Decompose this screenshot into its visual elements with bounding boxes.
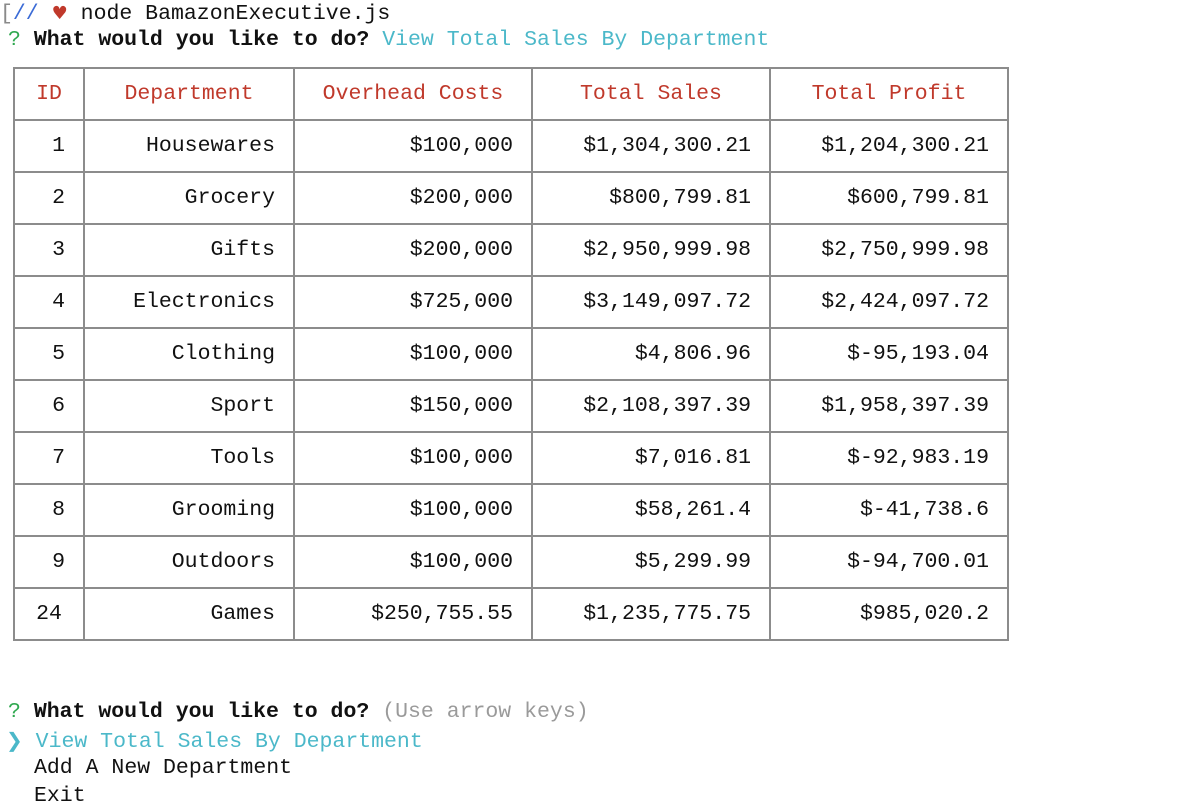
first-question: ? What would you like to do? View Total …	[8, 26, 769, 54]
cell-department: Tools	[83, 431, 295, 485]
menu-option-label: Exit	[34, 784, 86, 808]
cell-id: 5	[13, 327, 85, 381]
cell-total-sales: $3,149,097.72	[531, 275, 771, 329]
header-department: Department	[83, 67, 295, 121]
cell-total-profit: $600,799.81	[769, 171, 1009, 225]
header-total-sales: Total Sales	[531, 67, 771, 121]
header-total-profit: Total Profit	[769, 67, 1009, 121]
cell-overhead: $100,000	[293, 535, 533, 589]
question-mark: ?	[8, 28, 21, 52]
cell-department: Grocery	[83, 171, 295, 225]
menu-option-exit[interactable]: Exit	[34, 782, 86, 810]
sales-table: ID Department Overhead Costs Total Sales…	[13, 67, 1009, 641]
command-line: [// ♥ node BamazonExecutive.js	[0, 0, 390, 28]
cell-total-sales: $1,235,775.75	[531, 587, 771, 641]
cell-total-profit: $-95,193.04	[769, 327, 1009, 381]
table-row: 5 Clothing $100,000 $4,806.96 $-95,193.0…	[13, 327, 1009, 381]
cell-id: 8	[13, 483, 85, 537]
cell-department: Sport	[83, 379, 295, 433]
prompt-comment: //	[12, 2, 39, 26]
cell-total-profit: $-41,738.6	[769, 483, 1009, 537]
cell-overhead: $250,755.55	[293, 587, 533, 641]
menu-option-label: View Total Sales By Department	[35, 730, 423, 754]
cell-total-sales: $1,304,300.21	[531, 119, 771, 173]
question-text: What would you like to do?	[33, 28, 370, 52]
question-text: What would you like to do?	[33, 700, 370, 724]
hint-text: (Use arrow keys)	[382, 700, 589, 724]
cell-id: 24	[13, 587, 85, 641]
prompt-bracket: [	[0, 2, 13, 26]
command-text: node BamazonExecutive.js	[80, 2, 391, 26]
cell-department: Housewares	[83, 119, 295, 173]
cell-overhead: $100,000	[293, 483, 533, 537]
cell-department: Clothing	[83, 327, 295, 381]
cell-total-profit: $-92,983.19	[769, 431, 1009, 485]
cell-total-sales: $7,016.81	[531, 431, 771, 485]
table-row: 3 Gifts $200,000 $2,950,999.98 $2,750,99…	[13, 223, 1009, 277]
table-row: 2 Grocery $200,000 $800,799.81 $600,799.…	[13, 171, 1009, 225]
cell-total-sales: $4,806.96	[531, 327, 771, 381]
header-overhead: Overhead Costs	[293, 67, 533, 121]
menu-option-label: Add A New Department	[34, 756, 293, 780]
menu-option-add-department[interactable]: Add A New Department	[34, 754, 292, 782]
cell-total-sales: $800,799.81	[531, 171, 771, 225]
menu-option-view-sales[interactable]: ❯ View Total Sales By Department	[6, 726, 423, 754]
cell-overhead: $100,000	[293, 119, 533, 173]
cell-id: 3	[13, 223, 85, 277]
table-row: 7 Tools $100,000 $7,016.81 $-92,983.19	[13, 431, 1009, 485]
cell-overhead: $200,000	[293, 171, 533, 225]
table-row: 24 Games $250,755.55 $1,235,775.75 $985,…	[13, 587, 1009, 641]
cell-total-profit: $2,424,097.72	[769, 275, 1009, 329]
cell-total-sales: $58,261.4	[531, 483, 771, 537]
second-question: ? What would you like to do? (Use arrow …	[8, 698, 589, 726]
table-row: 8 Grooming $100,000 $58,261.4 $-41,738.6	[13, 483, 1009, 537]
cell-total-profit: $-94,700.01	[769, 535, 1009, 589]
cell-department: Gifts	[83, 223, 295, 277]
table-row: 9 Outdoors $100,000 $5,299.99 $-94,700.0…	[13, 535, 1009, 589]
cell-total-profit: $2,750,999.98	[769, 223, 1009, 277]
heart-icon: ♥	[51, 3, 68, 24]
cell-id: 2	[13, 171, 85, 225]
table-row: 6 Sport $150,000 $2,108,397.39 $1,958,39…	[13, 379, 1009, 433]
header-id: ID	[13, 67, 85, 121]
cell-total-sales: $5,299.99	[531, 535, 771, 589]
cell-id: 9	[13, 535, 85, 589]
cell-overhead: $200,000	[293, 223, 533, 277]
cell-id: 1	[13, 119, 85, 173]
cell-total-profit: $985,020.2	[769, 587, 1009, 641]
chosen-answer: View Total Sales By Department	[382, 28, 770, 52]
table-row: 4 Electronics $725,000 $3,149,097.72 $2,…	[13, 275, 1009, 329]
cell-id: 6	[13, 379, 85, 433]
cell-total-profit: $1,204,300.21	[769, 119, 1009, 173]
cell-overhead: $100,000	[293, 327, 533, 381]
cell-department: Games	[83, 587, 295, 641]
cell-department: Electronics	[83, 275, 295, 329]
cell-total-profit: $1,958,397.39	[769, 379, 1009, 433]
cell-id: 4	[13, 275, 85, 329]
cell-overhead: $725,000	[293, 275, 533, 329]
cell-id: 7	[13, 431, 85, 485]
cell-overhead: $100,000	[293, 431, 533, 485]
pointer-icon: ❯	[6, 728, 23, 752]
cell-overhead: $150,000	[293, 379, 533, 433]
table-row: 1 Housewares $100,000 $1,304,300.21 $1,2…	[13, 119, 1009, 173]
table-header-row: ID Department Overhead Costs Total Sales…	[13, 67, 1009, 121]
cell-total-sales: $2,950,999.98	[531, 223, 771, 277]
cell-total-sales: $2,108,397.39	[531, 379, 771, 433]
question-mark: ?	[8, 700, 21, 724]
cell-department: Outdoors	[83, 535, 295, 589]
cell-department: Grooming	[83, 483, 295, 537]
